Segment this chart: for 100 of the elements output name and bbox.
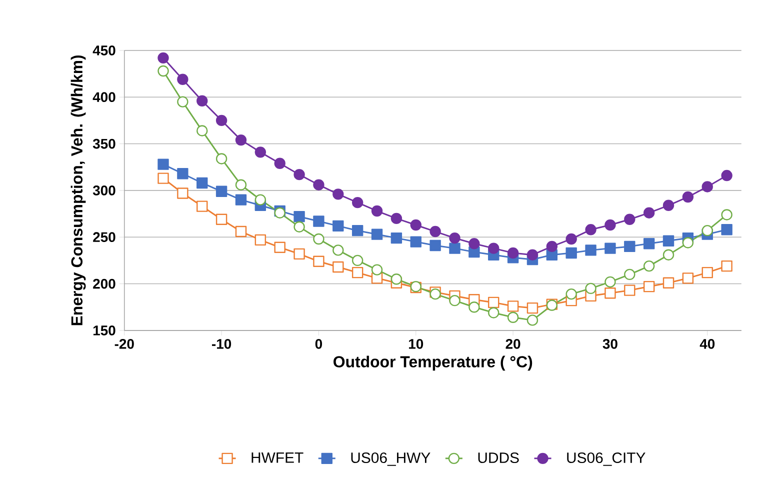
point	[235, 134, 247, 146]
point	[488, 242, 500, 254]
point	[566, 247, 577, 259]
point	[196, 177, 208, 189]
y-tick-label: 200	[93, 278, 116, 289]
point	[624, 214, 636, 225]
point	[702, 181, 713, 192]
point	[216, 214, 228, 225]
point	[604, 288, 616, 299]
point	[254, 146, 266, 158]
point	[352, 254, 364, 266]
point	[294, 168, 305, 180]
point	[158, 65, 169, 77]
point	[662, 249, 674, 260]
x-tick-label: 40	[700, 338, 715, 349]
point	[662, 235, 674, 246]
point	[332, 220, 344, 232]
point	[566, 288, 577, 300]
point	[682, 191, 694, 203]
point	[468, 238, 480, 250]
point	[254, 194, 266, 206]
point	[216, 186, 228, 197]
point	[216, 114, 228, 126]
point	[294, 248, 305, 260]
point	[507, 300, 519, 312]
point	[332, 244, 344, 256]
point	[624, 284, 636, 296]
point	[430, 240, 441, 252]
y-tick-label: 250	[93, 232, 116, 242]
legend-label: US06_HWY	[351, 452, 430, 466]
point	[177, 188, 188, 199]
point	[177, 96, 188, 108]
point	[274, 158, 286, 169]
point	[721, 260, 732, 272]
point	[449, 242, 460, 254]
point	[274, 242, 286, 253]
point	[158, 172, 169, 184]
point	[702, 266, 713, 278]
point	[430, 226, 441, 238]
point	[488, 296, 500, 308]
point	[177, 168, 188, 180]
x-tick-label: -20	[114, 338, 134, 349]
y-tick-label: 150	[93, 326, 116, 336]
point	[604, 276, 616, 288]
point	[449, 294, 460, 306]
point	[371, 205, 383, 217]
point	[235, 226, 247, 238]
point	[352, 196, 364, 208]
point	[313, 216, 324, 227]
point	[410, 236, 422, 248]
point	[313, 179, 324, 190]
point	[468, 302, 480, 313]
point	[682, 237, 694, 248]
y-axis-title: Energy Consumption, Veh. (Wh/km)	[70, 55, 86, 326]
legend-label: HWFET	[252, 452, 304, 463]
x-tick-label: 0	[315, 338, 322, 349]
point	[624, 240, 636, 252]
y-tick-label: 350	[92, 138, 116, 149]
x-tick-label: 20	[506, 338, 520, 349]
point	[662, 277, 674, 288]
point	[390, 212, 402, 224]
point	[235, 179, 247, 190]
point	[352, 224, 364, 236]
point	[488, 307, 500, 318]
point	[216, 153, 228, 164]
y-tick-label: 300	[92, 185, 116, 196]
point	[507, 312, 519, 323]
point	[566, 233, 577, 245]
legend-label: UDDS	[478, 452, 519, 464]
point	[702, 224, 713, 236]
x-tick-label: 10	[408, 338, 424, 349]
point	[352, 266, 364, 278]
point	[371, 264, 383, 276]
point	[390, 232, 402, 244]
point	[332, 261, 344, 273]
y-tick-label: 400	[92, 92, 116, 102]
point	[196, 95, 208, 106]
point	[235, 194, 247, 206]
point	[449, 232, 460, 244]
point	[721, 224, 732, 236]
point	[332, 188, 344, 200]
point	[294, 210, 305, 222]
point	[585, 282, 596, 294]
point	[254, 234, 266, 246]
point	[604, 219, 616, 231]
point	[371, 228, 383, 240]
point	[294, 221, 305, 232]
point	[721, 209, 732, 220]
point	[526, 302, 538, 314]
point	[177, 74, 188, 85]
point	[526, 314, 538, 326]
point	[682, 272, 694, 284]
point	[526, 249, 538, 260]
point	[196, 125, 208, 136]
point	[158, 158, 169, 170]
point	[643, 238, 655, 250]
point	[585, 224, 596, 236]
point	[643, 260, 655, 272]
x-axis-title: Outdoor Temperature ( °C)	[334, 356, 532, 371]
point	[604, 242, 616, 254]
